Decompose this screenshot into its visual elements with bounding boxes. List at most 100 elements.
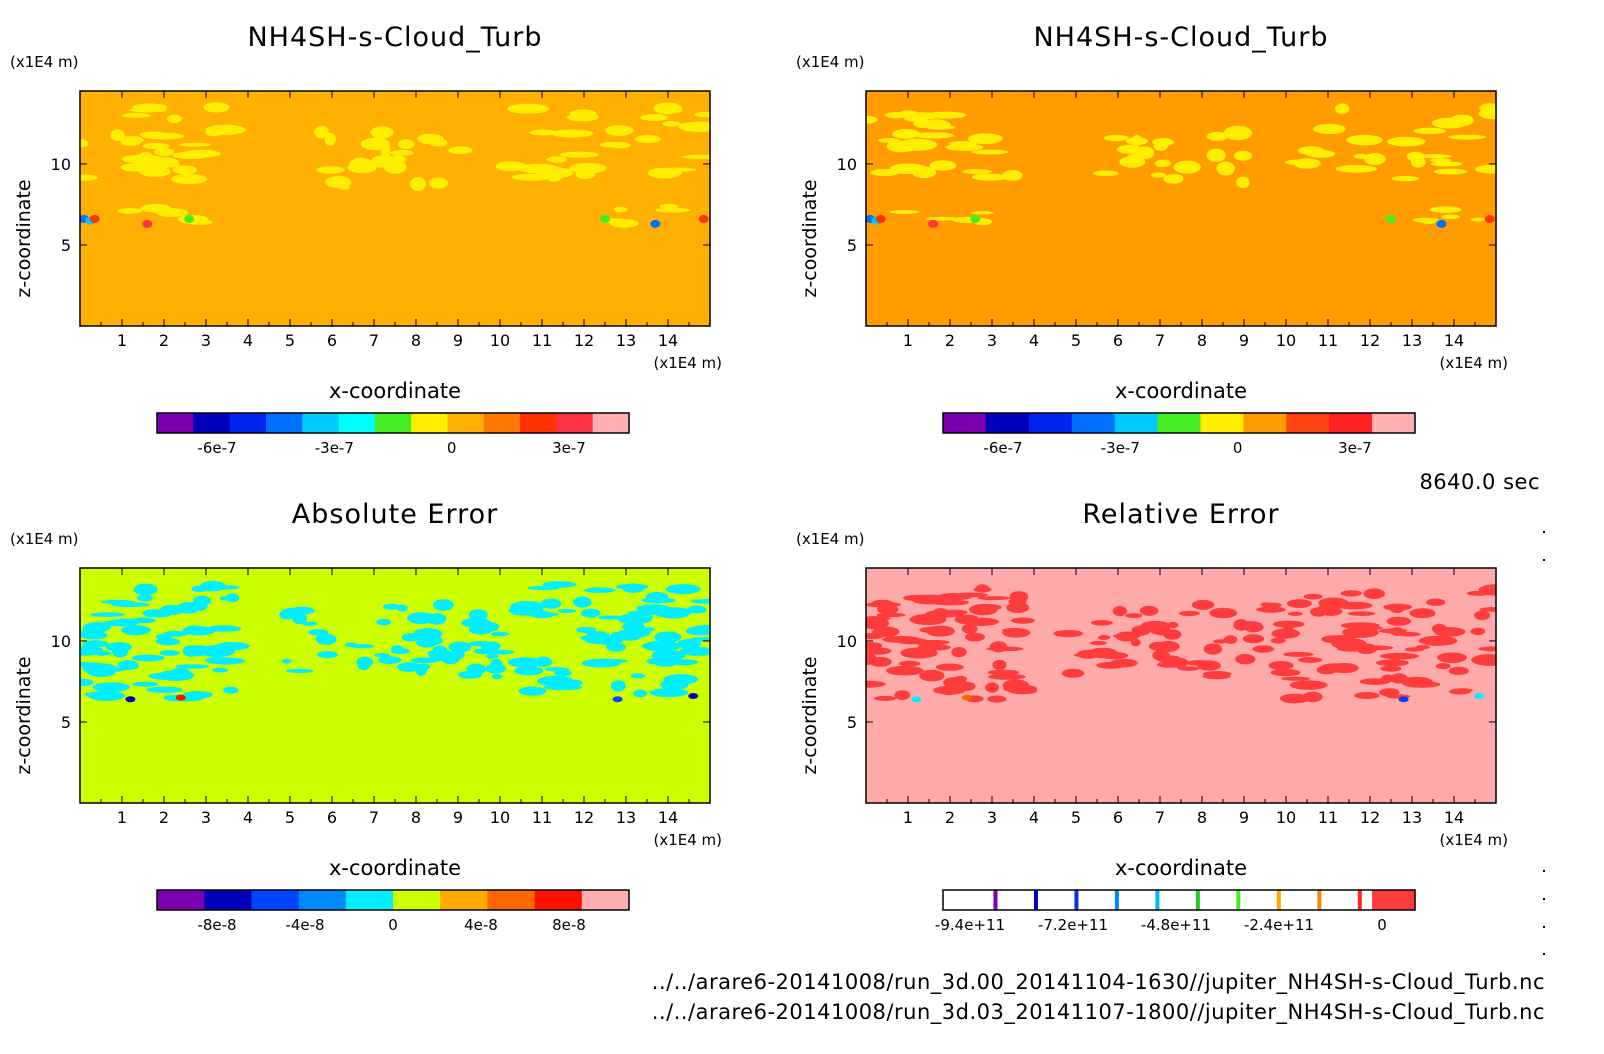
field-blob <box>1125 154 1141 166</box>
field-blob <box>410 657 440 664</box>
field-blob <box>961 624 978 634</box>
field-blob <box>1112 633 1141 639</box>
field-blob <box>507 103 550 114</box>
field-blob <box>866 680 886 688</box>
colorbar-segment <box>298 890 347 910</box>
x-tick-label: 3 <box>987 808 997 827</box>
field-blob <box>120 141 141 146</box>
field-blob <box>1340 590 1362 597</box>
field-blob <box>877 138 901 143</box>
colorbar-segment <box>338 413 376 433</box>
colorbar-segment <box>556 413 594 433</box>
field-blob <box>1346 134 1383 146</box>
colorbar-segment <box>251 890 300 910</box>
x-tick-label: 1 <box>117 808 127 827</box>
edge-feature <box>688 693 699 700</box>
field-blob <box>183 645 212 657</box>
x-unit-label: (x1E4 m) <box>1439 354 1508 372</box>
field-blob <box>1470 627 1486 636</box>
field-blob <box>1167 621 1179 629</box>
field-blob <box>427 649 451 657</box>
field-blob <box>1103 134 1129 142</box>
x-tick-label: 7 <box>369 808 379 827</box>
field-blob <box>142 132 185 140</box>
field-blob <box>1252 645 1274 653</box>
field-blob <box>468 609 488 621</box>
field-blob <box>537 675 575 687</box>
field-blob <box>987 673 1026 680</box>
field-blob <box>510 601 545 613</box>
field-blob <box>1125 613 1143 618</box>
colorbar-segment <box>1329 413 1373 433</box>
field-blob <box>665 584 701 595</box>
field-blob <box>133 583 158 596</box>
field-blob <box>448 146 473 155</box>
field-blob <box>111 602 150 608</box>
field-blob <box>391 648 410 655</box>
field-blob <box>1256 606 1286 613</box>
field-blob <box>896 165 916 172</box>
colorbar-contour-line <box>993 890 998 910</box>
field-blob <box>1355 645 1375 651</box>
field-blob <box>1335 165 1378 173</box>
field-blob <box>546 156 568 163</box>
colorbar-segment <box>374 413 412 433</box>
field-blob <box>432 599 454 611</box>
colorbar-segment <box>193 413 231 433</box>
field-blob <box>1271 628 1300 639</box>
field-blob <box>315 633 337 645</box>
x-unit-label: (x1E4 m) <box>1439 831 1508 849</box>
field-blob <box>390 149 414 156</box>
y-axis-label: z-coordinate <box>799 179 821 297</box>
colorbar-segment <box>265 413 303 433</box>
chart-panel-1: NH4SH-s-Cloud_Turb (x1E4 m) (x1E4 m) x-coor… <box>10 22 722 457</box>
field-blob <box>485 654 499 659</box>
colorbar-segment <box>447 413 485 433</box>
field-blob <box>1152 138 1174 147</box>
colorbar-contour-line <box>1114 890 1119 910</box>
edge-feature <box>928 219 939 228</box>
x-tick-label: 2 <box>945 808 955 827</box>
field-blob <box>866 633 884 640</box>
field-blob <box>1335 103 1350 115</box>
field-blob <box>1448 666 1469 676</box>
field-blob <box>490 658 503 670</box>
edge-feature <box>89 215 100 224</box>
field-blob <box>360 137 391 151</box>
chart-title: Absolute Error <box>292 499 498 530</box>
field-blob <box>679 608 707 614</box>
field-blob <box>1163 629 1182 640</box>
edge-feature <box>698 215 709 224</box>
field-blob <box>1474 164 1496 174</box>
field-blob <box>1270 637 1286 644</box>
field-blob <box>866 647 892 655</box>
colorbar-tick-label: 0 <box>1233 439 1243 457</box>
colorbar-tick-label: -6e-7 <box>197 439 236 457</box>
field-blob <box>640 627 655 632</box>
field-blob <box>977 596 1011 601</box>
x-tick-label: 13 <box>616 808 636 827</box>
field-blob <box>1426 598 1446 606</box>
colorbar-tick-label: 3e-7 <box>552 439 586 457</box>
field-blob <box>866 642 883 649</box>
field-blob <box>962 169 992 175</box>
field-blob <box>338 184 350 190</box>
field-blob <box>1448 134 1487 140</box>
field-blob <box>605 125 634 136</box>
x-tick-label: 8 <box>1197 331 1207 350</box>
field-blob <box>1429 206 1462 213</box>
field-blob <box>970 211 994 215</box>
field-blob <box>1387 136 1426 147</box>
field-blob <box>1449 114 1474 127</box>
field-blob <box>163 630 190 637</box>
colorbar-contour-line <box>1276 890 1281 910</box>
field-blob <box>1209 607 1238 619</box>
colorbar-segment <box>1071 890 1116 910</box>
field-blob <box>1283 651 1314 657</box>
plot-background <box>80 91 710 326</box>
field-blob <box>203 102 230 113</box>
x-tick-label: 13 <box>1402 808 1422 827</box>
x-tick-label: 1 <box>903 808 913 827</box>
field-blob <box>142 609 164 618</box>
field-blob <box>659 203 679 209</box>
